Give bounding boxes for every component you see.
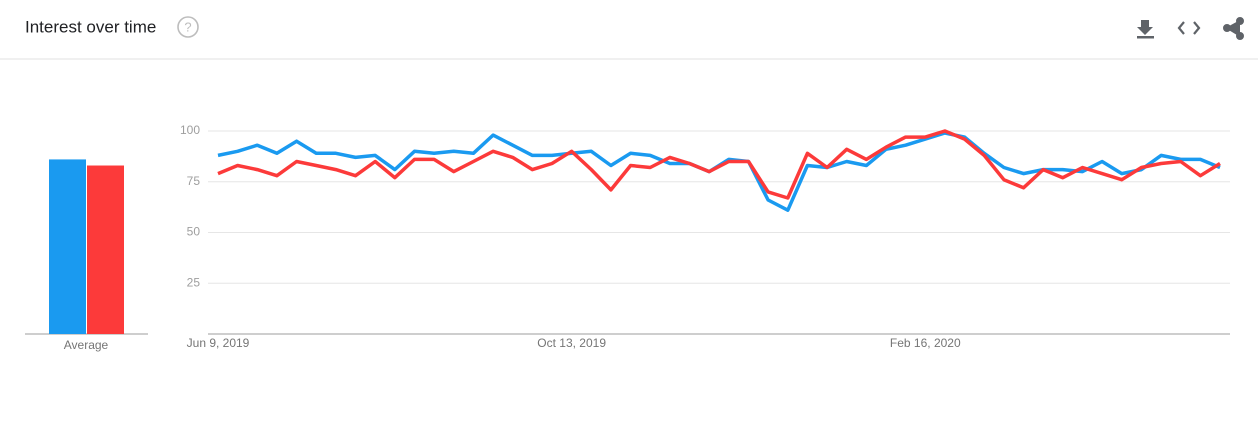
- y-tick-label: 100: [180, 123, 200, 137]
- svg-text:?: ?: [184, 19, 191, 34]
- x-axis-label: Average: [64, 338, 109, 352]
- series-line: [217, 129, 1221, 200]
- series-line: [217, 131, 1221, 212]
- x-tick-label: Oct 13, 2019: [537, 336, 606, 350]
- help-icon[interactable]: ?: [177, 16, 199, 38]
- y-tick-label: 25: [187, 275, 201, 289]
- x-tick-label: Jun 9, 2019: [187, 336, 250, 350]
- download-icon[interactable]: [1137, 20, 1154, 39]
- average-bar: [49, 159, 86, 334]
- y-tick-label: 75: [187, 174, 201, 188]
- embed-icon[interactable]: [1177, 21, 1201, 35]
- share-icon[interactable]: [1223, 16, 1245, 40]
- x-tick-label: Feb 16, 2020: [890, 336, 961, 350]
- y-tick-label: 50: [187, 225, 201, 239]
- widget-title: Interest over time: [25, 17, 156, 36]
- average-bar: [87, 165, 124, 334]
